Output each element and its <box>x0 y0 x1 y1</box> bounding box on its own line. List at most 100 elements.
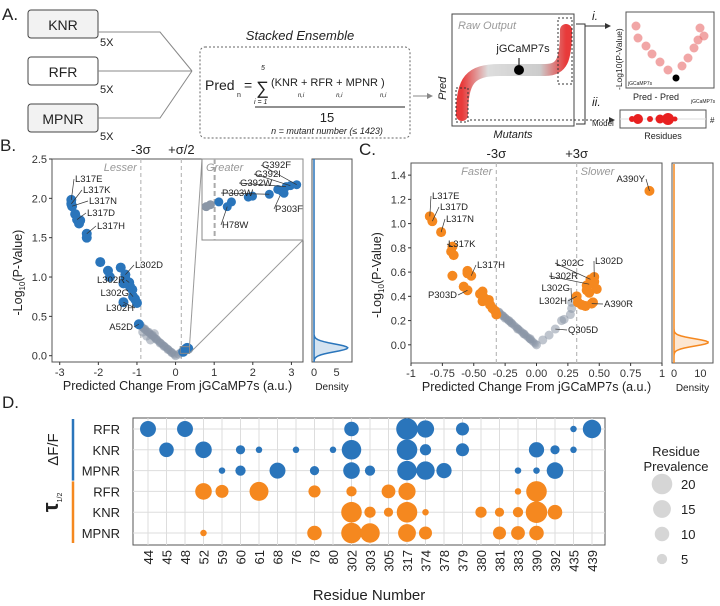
point-label: L317D <box>440 202 468 213</box>
background-point <box>149 329 159 339</box>
branch-i-label: i. <box>592 9 598 23</box>
bubble <box>140 421 156 437</box>
background-point <box>518 328 527 337</box>
background-point <box>145 329 154 338</box>
label-leader <box>555 328 568 331</box>
formula-subscript-rfr: n,i <box>336 93 343 99</box>
background-point <box>155 337 164 346</box>
point-label: G392F <box>262 160 291 171</box>
region-label: Lesser <box>104 162 138 174</box>
model-box-rfr: RFR 5X <box>27 56 114 96</box>
background-point <box>146 330 155 339</box>
y-tick-label: 0.6 <box>391 267 406 279</box>
bubble <box>525 501 548 523</box>
density-curve <box>313 159 349 363</box>
repeat-label: 5X <box>100 131 114 143</box>
highlighted-point <box>587 297 598 308</box>
point-label: L317E <box>432 191 459 202</box>
background-point <box>161 343 170 352</box>
point-label: A390Y <box>616 174 645 185</box>
background-point <box>525 335 534 344</box>
x-tick-label: 44 <box>141 550 156 564</box>
background-point <box>155 338 164 347</box>
background-point <box>501 313 510 322</box>
background-point <box>508 320 517 329</box>
x-tick-label: -1 <box>406 368 416 380</box>
size-legend-label: 20 <box>681 477 695 492</box>
y-tick-label: 0.0 <box>391 340 406 352</box>
bubble <box>416 420 435 438</box>
panel-a: A. KNR 5X RFR 5X MPNR 5X Stacked Ensembl… <box>2 5 716 143</box>
y-tick-label: 0.5 <box>32 311 47 323</box>
group-label: τ1/2 <box>38 493 64 513</box>
bubble <box>546 462 564 479</box>
panel-d: D.44 45 48 52 59 60 61 68 76 78 80 302 303 305 317 374 3… <box>2 393 709 604</box>
density-tick-label: 5 <box>333 367 339 379</box>
region-label: Faster <box>461 166 494 178</box>
bubble <box>218 467 226 474</box>
x-tick-label: 3 <box>288 367 294 379</box>
bracket <box>576 23 586 125</box>
mini-dotplot: Model # Residues <box>592 109 715 141</box>
bubble <box>547 504 563 520</box>
x-axis-label: Predicted Change From jGCaMP7s (a.u.) <box>422 380 651 394</box>
label-leader <box>457 289 468 296</box>
background-point <box>502 315 511 324</box>
label-leader <box>71 189 83 205</box>
background-point <box>141 325 150 334</box>
panel-c: C.-1 -0.75 -0.50 -0.25 0.00 0.25 0.50 0.75 10.00… <box>359 140 714 394</box>
x-tick-label: 52 <box>197 550 212 564</box>
label-leader <box>125 279 130 283</box>
background-point <box>530 339 539 348</box>
point-label: L302G <box>541 283 570 294</box>
bubble <box>455 422 470 436</box>
bubble <box>195 441 212 459</box>
background-point <box>510 321 519 330</box>
point-label: G392W <box>240 178 272 189</box>
bubble <box>492 526 507 540</box>
density-tick-label: 10 <box>694 368 706 380</box>
repeat-label: 5X <box>100 84 114 96</box>
y-axis-label-sub: 10 <box>377 284 386 293</box>
background-point <box>169 350 178 359</box>
y-axis-label-sub: 10 <box>18 281 27 290</box>
highlighted-point <box>183 343 194 354</box>
formula-box <box>199 46 411 139</box>
background-point <box>500 312 509 321</box>
background-point <box>158 340 167 349</box>
point-label: L317N <box>89 196 117 207</box>
point-label: L302R <box>97 275 125 286</box>
threshold-label: +σ/2 <box>168 142 194 157</box>
mini-volcano-point <box>647 49 657 59</box>
sum-top: 5 <box>261 65 265 72</box>
mini-dot <box>655 114 665 124</box>
density-label: Density <box>315 382 348 393</box>
background-point <box>144 328 153 337</box>
label-leader <box>70 178 75 200</box>
point-label: A52D <box>109 322 133 333</box>
x-tick-label: 0.00 <box>526 368 547 380</box>
point-label: P303W <box>222 188 253 199</box>
mini-volcano-point <box>689 43 699 53</box>
raw-output-curve <box>456 24 572 121</box>
mini-dot <box>633 114 643 124</box>
x-axis-label: Residue Number <box>313 587 426 604</box>
x-tick-label: 78 <box>308 550 323 564</box>
x-tick-label: 80 <box>326 550 341 564</box>
background-point <box>504 316 514 326</box>
y-axis-label-part: -Log <box>11 290 25 315</box>
density-frame <box>311 158 353 363</box>
branch-ii-label: ii. <box>592 95 601 109</box>
label-leader <box>440 218 446 233</box>
mini-volcano-xlabel-sub: jGCaMP7s <box>690 99 716 105</box>
bubble <box>418 526 433 540</box>
background-point <box>164 345 173 354</box>
x-tick-label: 383 <box>511 550 526 572</box>
raw-ylabel: Pred <box>437 76 449 100</box>
bubble <box>292 446 300 454</box>
y-tick-label: 0.0 <box>32 351 47 363</box>
point-label: L302H <box>539 296 567 307</box>
point-label: Q305D <box>568 325 598 336</box>
x-tick-label: -3 <box>55 367 65 379</box>
